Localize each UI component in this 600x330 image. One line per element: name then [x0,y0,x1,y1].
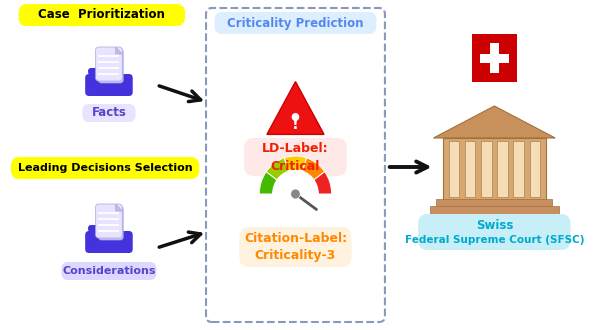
Circle shape [272,170,319,218]
Bar [430,206,559,214]
Text: LD-Label:
Critical: LD-Label: Critical [262,142,329,173]
Text: Case  Prioritization: Case Prioritization [38,9,165,21]
FancyBboxPatch shape [61,262,157,280]
Text: Swiss: Swiss [476,219,513,232]
FancyBboxPatch shape [206,8,385,322]
FancyBboxPatch shape [98,206,123,240]
FancyBboxPatch shape [88,68,101,75]
Bar [443,138,546,200]
Polygon shape [433,106,555,138]
FancyBboxPatch shape [95,47,122,81]
Circle shape [291,189,300,199]
Circle shape [292,113,299,121]
Polygon shape [116,204,122,211]
FancyBboxPatch shape [88,225,101,232]
Wedge shape [302,158,325,180]
FancyBboxPatch shape [215,12,376,34]
Polygon shape [267,82,324,134]
Text: Considerations: Considerations [62,266,156,276]
Text: Leading Decisions Selection: Leading Decisions Selection [18,163,193,173]
FancyBboxPatch shape [19,4,185,26]
Wedge shape [259,172,277,194]
Bar [480,53,509,62]
Bar [481,141,491,197]
FancyBboxPatch shape [82,104,136,122]
Text: Criticality Prediction: Criticality Prediction [227,16,364,29]
Text: !: ! [292,117,299,132]
FancyBboxPatch shape [11,157,199,179]
FancyBboxPatch shape [85,74,133,96]
Wedge shape [284,156,307,171]
Wedge shape [266,158,289,180]
FancyBboxPatch shape [239,227,352,267]
Text: Federal Supreme Court (SFSC): Federal Supreme Court (SFSC) [404,235,584,245]
Polygon shape [116,47,122,54]
FancyBboxPatch shape [95,204,122,238]
Bar [530,141,540,197]
FancyBboxPatch shape [85,231,133,253]
Bar [497,141,508,197]
Bar [436,199,553,207]
FancyBboxPatch shape [98,49,123,83]
FancyBboxPatch shape [244,138,347,176]
Wedge shape [314,172,332,194]
Bar [472,34,517,82]
Text: Facts: Facts [92,107,127,119]
Bar [465,141,475,197]
FancyBboxPatch shape [418,214,571,250]
Bar [449,141,459,197]
Bar [490,43,499,73]
Text: Citation-Label:
Criticality-3: Citation-Label: Criticality-3 [244,232,347,262]
Bar [514,141,524,197]
